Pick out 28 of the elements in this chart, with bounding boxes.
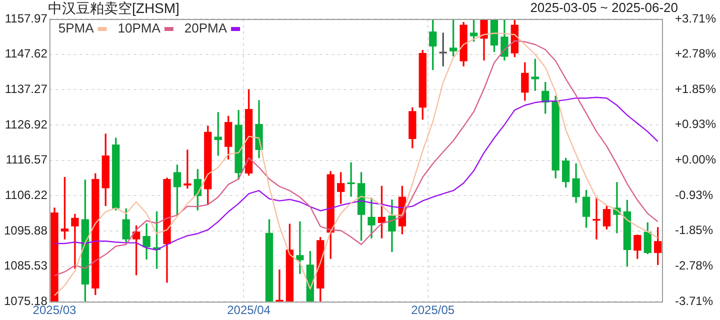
y2-tick-label: +1.85% (674, 82, 716, 96)
x-tick-label: 2025/04 (227, 303, 271, 318)
chart-title: 中汉豆粕卖空[ZHSM] (48, 0, 180, 18)
candlestick (296, 221, 304, 274)
y-tick-label: 1106.22 (4, 188, 48, 202)
y2-tick-label: -0.93% (674, 188, 714, 202)
y2-tick-label: -3.71% (674, 294, 714, 308)
legend-label: 10PMA (118, 20, 161, 36)
legend-label: 20PMA (184, 20, 228, 36)
candlestick (184, 150, 192, 189)
y-tick-label: 1147.62 (4, 46, 48, 61)
candlestick (592, 197, 600, 240)
y-tick-label: 1095.88 (4, 223, 48, 238)
candlestick (276, 269, 284, 302)
y-tick-label: 1157.97 (4, 11, 48, 26)
y-tick-label: 1126.92 (4, 117, 48, 132)
y2-tick-label: +0.93% (674, 117, 716, 132)
y-tick-label: 1116.57 (6, 152, 48, 167)
y-tick-label: 1137.27 (4, 82, 48, 96)
y2-tick-label: -1.85% (674, 223, 714, 238)
candlestick (71, 214, 79, 269)
candlestick (347, 162, 355, 197)
legend-label: 5PMA (58, 20, 94, 36)
y2-tick-label: -2.78% (674, 258, 714, 272)
y2-tick-label: +2.78% (674, 46, 716, 61)
x-tick-label: 2025/05 (411, 303, 455, 318)
y-tick-label: 1085.53 (4, 258, 48, 273)
y2-tick-label: +0.00% (674, 152, 716, 167)
